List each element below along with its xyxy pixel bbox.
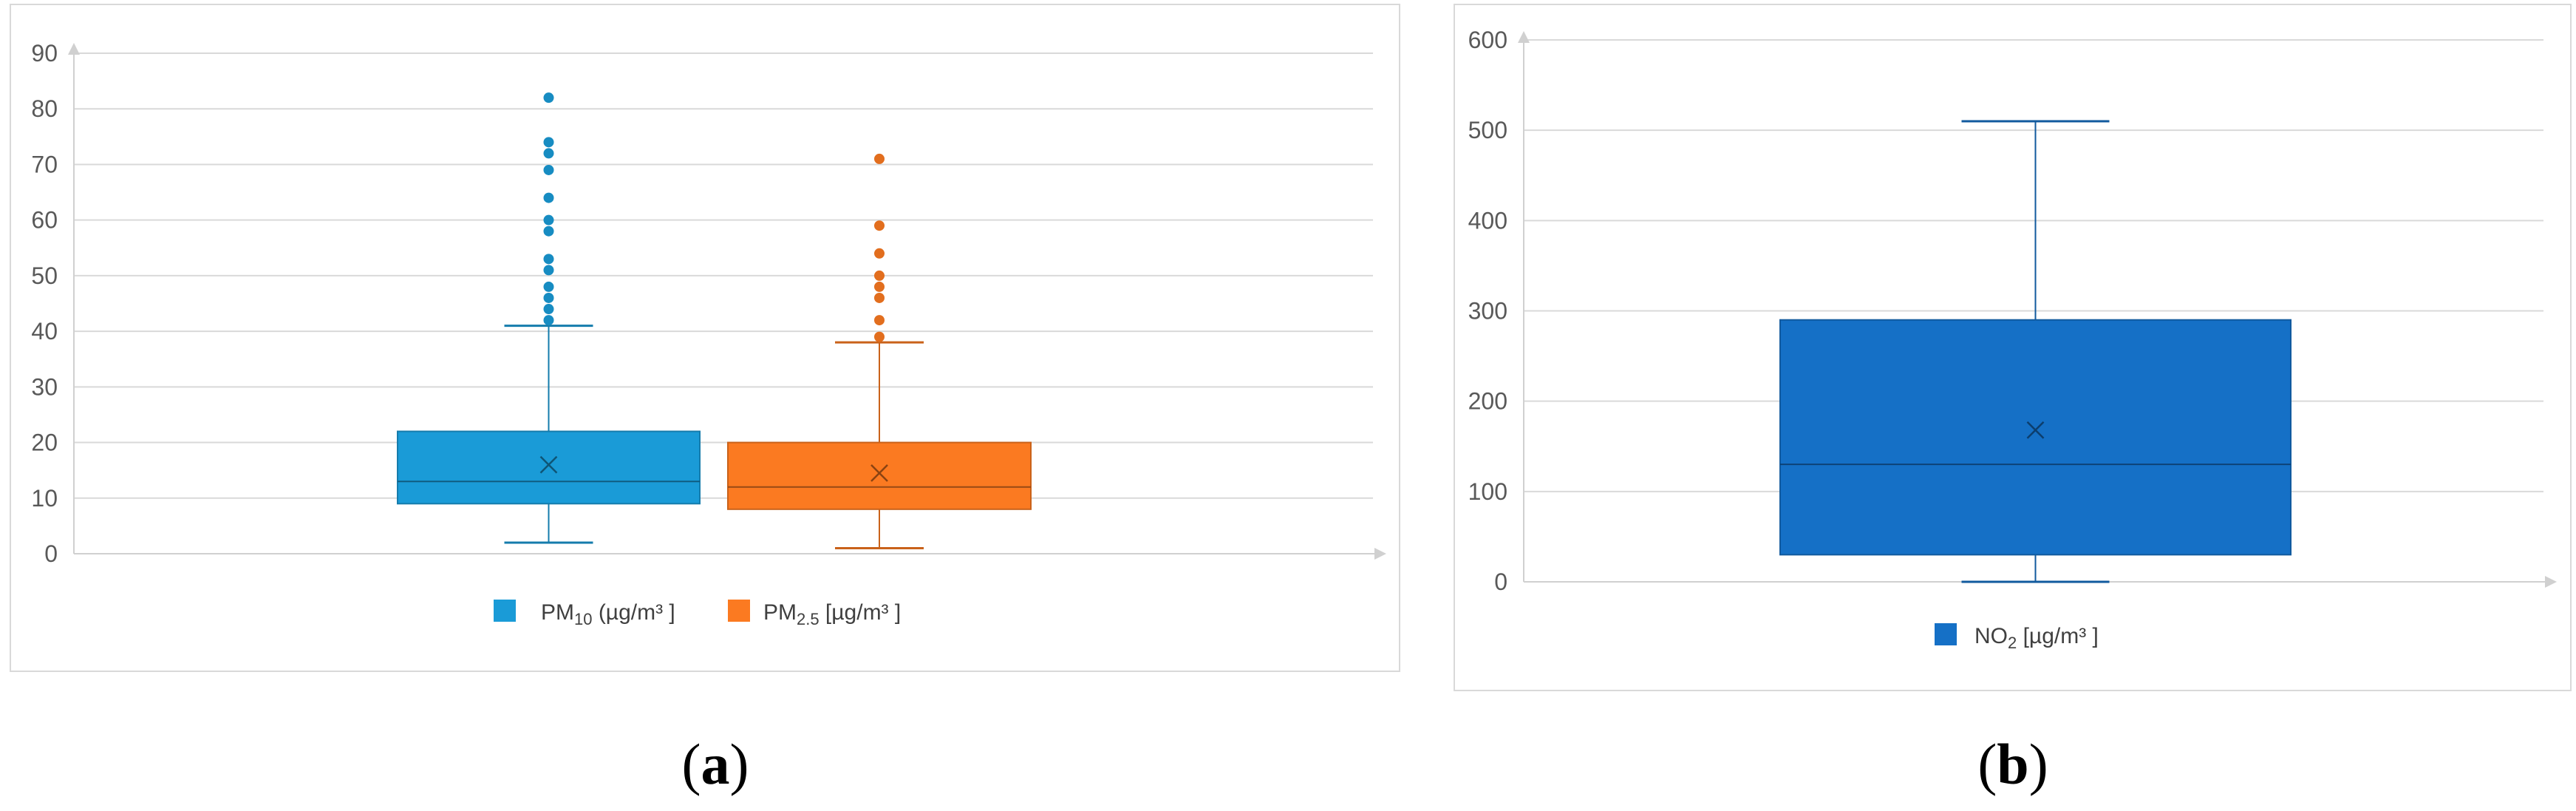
outlier-point (543, 254, 554, 265)
panel-b-caption: (b) (1977, 732, 2048, 796)
outlier-point (543, 292, 554, 303)
outlier-point (543, 137, 554, 148)
panel-a-y-tick-label: 10 (31, 485, 58, 512)
outlier-point (874, 315, 885, 326)
panel-b-y-tick-label: 0 (1494, 569, 1507, 595)
outlier-point (874, 281, 885, 292)
panel-a-box-series-2 (727, 153, 1032, 549)
outlier-point (874, 153, 885, 164)
panel-b-x-axis-arrow (2545, 576, 2557, 588)
outlier-point (543, 225, 554, 237)
panel-a-plot: 0 10 20 30 40 50 60 70 80 90 PM10 (µg/m³ ] PM2.5 [µ… (31, 40, 1386, 796)
panel-a-x-axis-arrow (1374, 548, 1386, 560)
panel-b-y-tick-label: 200 (1468, 388, 1507, 415)
outlier-point (874, 248, 885, 259)
panel-a-y-tick-label: 90 (31, 40, 58, 67)
panel-b-legend-label-1: NO2 [µg/m³ ] (1974, 624, 2099, 652)
panel-a-legend-swatch-2 (728, 600, 750, 622)
panel-a-frame (10, 4, 1400, 672)
panel-b-box-series-1 (1779, 120, 2292, 583)
panel-b-y-tick-label: 500 (1468, 117, 1507, 143)
panel-a-y-tick-label: 70 (31, 151, 58, 177)
outlier-point (874, 220, 885, 231)
panel-a-legend-label-2: PM2.5 [µg/m³ ] (763, 600, 901, 628)
outlier-point (543, 304, 554, 315)
panel-a-caption: (a) (682, 732, 749, 796)
panel-b-legend-swatch-1 (1935, 623, 1957, 645)
panel-a-y-tick-label: 80 (31, 95, 58, 122)
panel-a-y-tick-label: 40 (31, 318, 58, 345)
outlier-point (543, 148, 554, 159)
panel-a-y-axis-arrow (68, 43, 80, 55)
panel-a-y-tick-label: 0 (44, 540, 58, 567)
outlier-point (874, 270, 885, 281)
outlier-point (874, 331, 885, 342)
panel-a-y-tick-label: 20 (31, 430, 58, 456)
outlier-point (543, 315, 554, 326)
outlier-point (543, 214, 554, 225)
panel-b-y-tick-label: 300 (1468, 298, 1507, 325)
mean-marker (2026, 421, 2045, 439)
outlier-point (543, 164, 554, 175)
outlier-point (543, 265, 554, 276)
mean-marker (870, 464, 888, 482)
box-body (727, 441, 1032, 510)
box-body (1779, 319, 2292, 556)
panel-a-y-tick-label: 60 (31, 207, 58, 234)
outlier-point (543, 281, 554, 292)
box-body (397, 430, 701, 505)
outlier-point (874, 292, 885, 303)
outlier-point (543, 192, 554, 203)
panel-b-y-tick-label: 600 (1468, 27, 1507, 53)
panel-b-y-tick-label: 100 (1468, 478, 1507, 505)
panel-b-plot: 0 100 200 300 400 500 600 NO2 [µg/m³ ] (b) (1468, 27, 2557, 796)
panel-b-y-tick-label: 400 (1468, 207, 1507, 234)
panel-b-y-axis-arrow (1518, 31, 1530, 43)
outlier-point (543, 92, 554, 104)
panel-a-legend-swatch-1 (494, 600, 516, 622)
panel-a-y-tick-label: 30 (31, 373, 58, 400)
panel-a-box-series-1 (397, 92, 701, 544)
mean-marker (539, 455, 558, 474)
panel-a-y-tick-label: 50 (31, 262, 58, 289)
panel-a-legend-label-1: PM10 (µg/m³ ] (541, 600, 675, 628)
